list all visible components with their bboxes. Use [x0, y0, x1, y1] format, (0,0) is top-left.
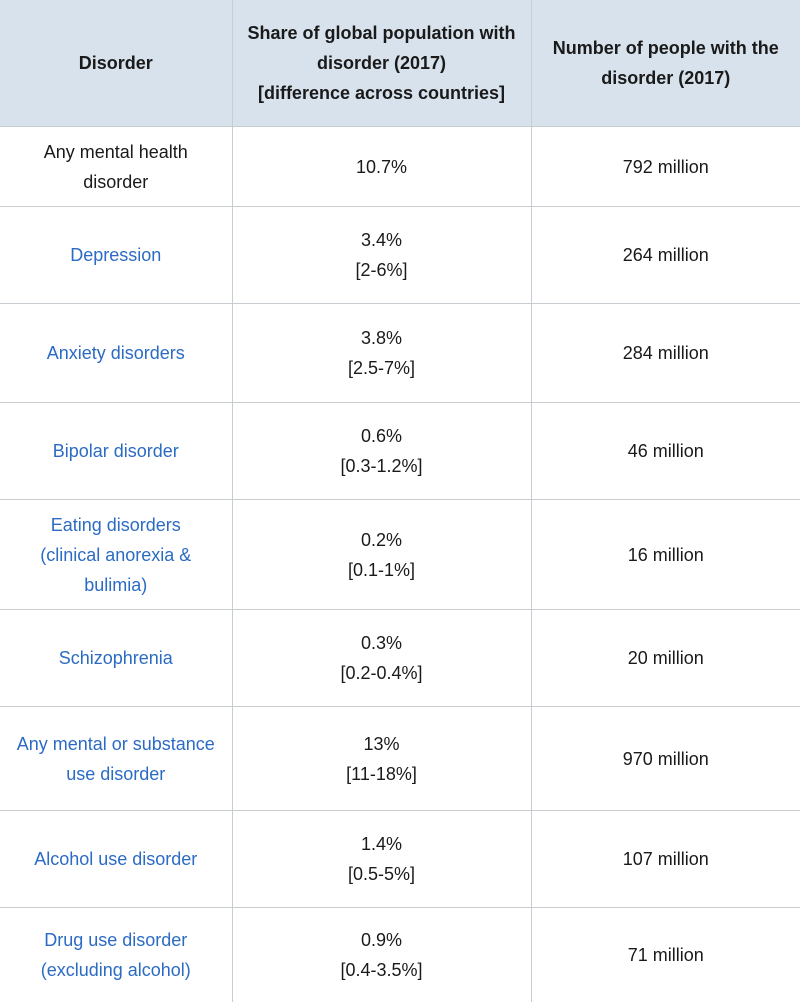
disorder-name-line: Drug use disorder [44, 929, 188, 950]
disorder-name-line: use disorder [66, 763, 166, 784]
header-disorder-label: Disorder [78, 53, 153, 73]
share-range: [11-18%] [346, 763, 417, 784]
number-cell: 16 million [530, 499, 800, 610]
table-row: Drug use disorder (excluding alcohol) 0.9%… [0, 907, 800, 1002]
disorder-name-line: (excluding alcohol) [40, 959, 191, 980]
share-value: 3.4% [360, 230, 403, 250]
share-value: 0.6% [360, 426, 403, 446]
disorder-link[interactable]: Eating disorders (clinical anorexia & buli… [8, 510, 224, 600]
share-value: 1.4% [360, 834, 403, 854]
share-value: 3.8% [360, 328, 403, 348]
disorder-name-line: Alcohol use disorder [34, 849, 198, 869]
header-row: Disorder Share of global population with… [0, 0, 800, 127]
share-cell: 0.3% [0.2-0.4%] [231, 609, 532, 707]
table-header: Disorder Share of global population with… [0, 0, 800, 127]
disorder-name-line: Bipolar disorder [52, 441, 179, 461]
share-cell: 3.4% [2-6%] [231, 206, 532, 304]
disorder-cell: Schizophrenia [0, 609, 233, 707]
disorder-name-line: Anxiety disorders [46, 343, 185, 363]
disorder-name-line: Eating disorders [50, 514, 181, 535]
disorder-name-line: (clinical anorexia & [40, 544, 192, 565]
header-share-line: Share of global population with [247, 23, 516, 43]
share-cell: 0.6% [0.3-1.2%] [231, 402, 532, 500]
table-row: Any mental health disorder 10.7% 792 millio… [0, 126, 800, 207]
table-row: Bipolar disorder 0.6% [0.3-1.2%] 46 million [0, 402, 800, 500]
header-share-line: [difference across countries] [257, 83, 506, 103]
number-value: 107 million [622, 849, 709, 869]
number-cell: 46 million [530, 402, 800, 500]
disorder-name-line: disorder [83, 171, 149, 192]
share-range: [0.5-5%] [347, 864, 416, 884]
disorder-cell: Any mental or substance use disorder [0, 706, 233, 811]
share-range: [0.2-0.4%] [340, 663, 423, 683]
disorder-cell: Eating disorders (clinical anorexia & buli… [0, 499, 233, 610]
disorder-cell: Any mental health disorder [0, 126, 233, 207]
share-cell: 3.8% [2.5-7%] [231, 303, 532, 403]
disorder-cell: Bipolar disorder [0, 402, 233, 500]
share-cell: 0.2% [0.1-1%] [231, 499, 532, 610]
header-disorder: Disorder [0, 0, 233, 127]
number-cell: 71 million [530, 907, 800, 1002]
disorder-link[interactable]: Alcohol use disorder [8, 844, 224, 874]
share-cell: 10.7% [231, 126, 532, 207]
table-row: Anxiety disorders 3.8% [2.5-7%] 284 million [0, 303, 800, 403]
disorder-link[interactable]: Drug use disorder (excluding alcohol) [8, 925, 224, 985]
share-range: [0.4-3.5%] [340, 959, 423, 980]
table-row: Depression 3.4% [2-6%] 264 million [0, 206, 800, 304]
number-value: 71 million [627, 944, 704, 965]
disorder-cell: Anxiety disorders [0, 303, 233, 403]
disorder-name-line: Any mental health [43, 141, 188, 162]
header-number: Number of people with the disorder (2017… [530, 0, 800, 127]
table-row: Schizophrenia 0.3% [0.2-0.4%] 20 million [0, 609, 800, 707]
number-value: 284 million [622, 343, 709, 363]
disorder-name-line: Any mental or substance [16, 733, 215, 754]
share-value: 0.3% [360, 633, 403, 653]
share-cell: 0.9% [0.4-3.5%] [231, 907, 532, 1002]
disorder-name: Any mental health disorder [8, 137, 224, 197]
share-range: [0.1-1%] [347, 559, 416, 580]
share-value: 0.2% [360, 529, 403, 550]
disorder-link[interactable]: Any mental or substance use disorder [8, 729, 224, 789]
disorder-link[interactable]: Bipolar disorder [8, 436, 224, 466]
number-value: 16 million [627, 544, 704, 565]
number-cell: 20 million [530, 609, 800, 707]
number-cell: 107 million [530, 810, 800, 908]
disorder-name-line: Schizophrenia [58, 648, 173, 668]
header-number-line: disorder (2017) [601, 68, 731, 88]
share-cell: 13% [11-18%] [231, 706, 532, 811]
disorder-cell: Alcohol use disorder [0, 810, 233, 908]
disorder-link[interactable]: Depression [8, 240, 224, 270]
number-cell: 970 million [530, 706, 800, 811]
table-row: Any mental or substance use disorder 13% [1… [0, 706, 800, 811]
share-range: [2.5-7%] [347, 358, 416, 378]
share-range: [0.3-1.2%] [340, 456, 423, 476]
number-cell: 792 million [530, 126, 800, 207]
header-share: Share of global population with disorder… [231, 0, 532, 127]
disorder-link[interactable]: Schizophrenia [8, 643, 224, 673]
disorder-name-line: bulimia) [84, 574, 148, 595]
disorder-name-line: Depression [70, 245, 162, 265]
share-value: 13% [363, 733, 400, 754]
table-row: Alcohol use disorder 1.4% [0.5-5%] 107 mill… [0, 810, 800, 908]
share-cell: 1.4% [0.5-5%] [231, 810, 532, 908]
header-number-line: Number of people with the [552, 38, 779, 58]
disorder-cell: Depression [0, 206, 233, 304]
number-value: 970 million [622, 748, 709, 769]
number-cell: 284 million [530, 303, 800, 403]
header-share-line: disorder (2017) [316, 53, 447, 73]
disorder-link[interactable]: Anxiety disorders [8, 338, 224, 368]
share-value: 10.7% [355, 156, 408, 177]
number-value: 264 million [622, 245, 709, 265]
share-value: 0.9% [360, 929, 403, 950]
disorder-cell: Drug use disorder (excluding alcohol) [0, 907, 233, 1002]
number-value: 46 million [627, 441, 704, 461]
table-body: Any mental health disorder 10.7% 792 millio… [0, 126, 800, 1002]
number-value: 792 million [622, 156, 709, 177]
share-range: [2-6%] [355, 260, 408, 280]
table-row: Eating disorders (clinical anorexia & buli… [0, 499, 800, 610]
number-value: 20 million [627, 648, 704, 668]
number-cell: 264 million [530, 206, 800, 304]
